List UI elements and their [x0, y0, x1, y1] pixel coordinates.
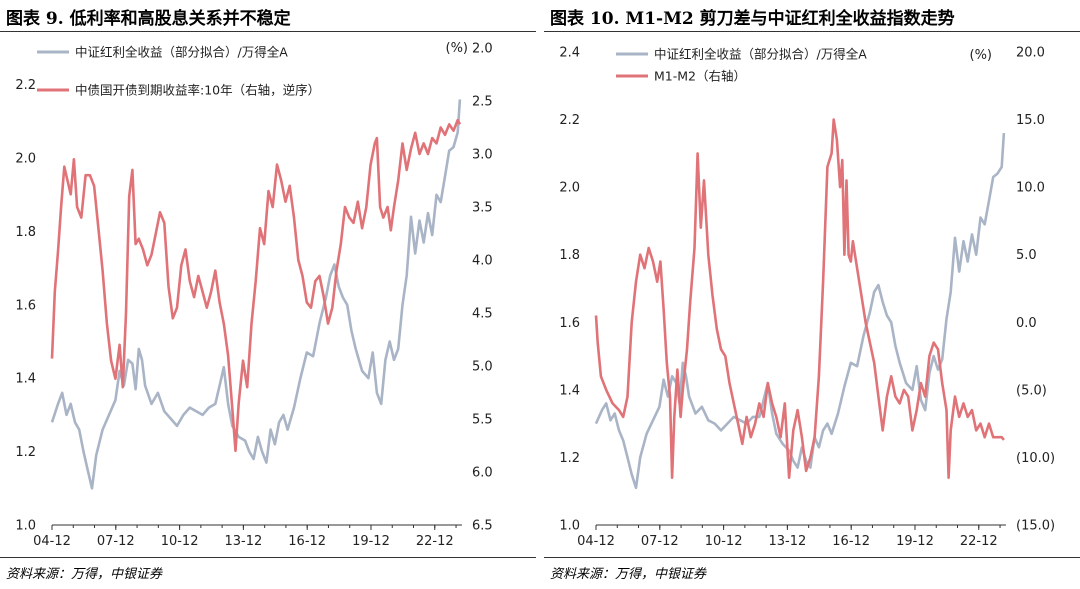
right-y-tick-label: 3.0: [472, 148, 493, 163]
figure-10-title: 图表 10. M1-M2 剪刀差与中证红利全收益指数走势: [550, 9, 955, 29]
figure-9-top-rule: [0, 31, 536, 32]
series-line-right: [594, 118, 1005, 479]
left-y-tick-label: 2.4: [559, 46, 580, 61]
series-line-left: [594, 133, 1006, 490]
figure-9-title: 图表 9. 低利率和高股息关系并不稳定: [6, 9, 291, 29]
x-tick-label: 22-12: [960, 534, 998, 549]
left-y-tick-label: 2.2: [559, 113, 580, 128]
figure-10-top-rule: [544, 31, 1080, 32]
x-tick-label: 16-12: [288, 534, 326, 549]
figure-10-source: 资料来源：万得，中银证券: [550, 567, 707, 582]
left-y-tick-label: 1.4: [15, 372, 36, 387]
legend-label: M1-M2（右轴）: [654, 69, 746, 84]
right-y-tick-label: 20.0: [1016, 46, 1045, 61]
right-y-tick-label: 4.0: [472, 254, 493, 269]
x-tick-label: 10-12: [161, 534, 199, 549]
x-tick-label: 22-12: [416, 534, 454, 549]
x-tick-label: 07-12: [641, 534, 679, 549]
right-y-tick-label: 5.5: [472, 413, 493, 428]
x-tick-label: 04-12: [577, 534, 615, 549]
x-tick-label: 16-12: [832, 534, 870, 549]
figure-9-panel: 图表 9. 低利率和高股息关系并不稳定 04-12 07-12 10-12 13-12…: [0, 0, 536, 589]
x-tick-label: 19-12: [352, 534, 390, 549]
figure-9-chart: 04-12 07-12 10-12 13-12 16-12 19-12 22-12 1.0 1.…: [15, 41, 493, 549]
unit-label: (%): [970, 48, 993, 63]
right-y-tick-label: (10.0): [1016, 451, 1055, 466]
right-y-tick-label: (5.0): [1016, 383, 1047, 398]
left-y-tick-label: 1.8: [559, 248, 580, 263]
right-y-tick-label: 0.0: [1016, 316, 1037, 331]
left-y-tick-label: 1.2: [15, 445, 36, 460]
right-y-tick-label: (15.0): [1016, 519, 1055, 534]
left-y-tick-label: 2.0: [15, 152, 36, 167]
legend-label: 中证红利全收益（部分拟合）/万得全A: [654, 47, 867, 62]
x-tick-label: 04-12: [33, 534, 71, 549]
x-tick-label: 07-12: [97, 534, 135, 549]
left-y-tick-label: 2.0: [559, 181, 580, 196]
left-y-tick-label: 1.0: [15, 519, 36, 534]
left-y-tick-label: 1.0: [559, 519, 580, 534]
left-y-tick-label: 1.6: [15, 298, 36, 313]
right-y-tick-label: 6.0: [472, 466, 493, 481]
x-tick-label: 13-12: [224, 534, 262, 549]
figure-9-bottom-rule: [0, 557, 536, 558]
figure-9-source: 资料来源：万得，中银证券: [6, 567, 163, 582]
left-y-tick-label: 2.2: [15, 78, 36, 93]
right-y-tick-label: 4.5: [472, 307, 493, 322]
series-line-right: [50, 118, 462, 453]
legend-label: 中证红利全收益（部分拟合）/万得全A: [75, 45, 288, 60]
left-y-tick-label: 1.4: [559, 383, 580, 398]
legend-label: 中债国开债到期收益率:10年（右轴，逆序）: [75, 83, 320, 98]
right-y-tick-label: 5.0: [1016, 248, 1037, 263]
figure-10-bottom-rule: [544, 557, 1080, 558]
series-line-left: [50, 99, 462, 490]
figure-10-chart: 04-12 07-12 10-12 13-12 16-12 19-12 22-12 1.0 1.…: [559, 46, 1055, 550]
right-y-tick-label: 2.5: [472, 95, 493, 110]
right-y-tick-label: 3.5: [472, 201, 493, 216]
left-y-tick-label: 1.2: [559, 451, 580, 466]
right-y-tick-label: 15.0: [1016, 113, 1045, 128]
right-y-tick-label: 6.5: [472, 519, 493, 534]
x-tick-label: 13-12: [768, 534, 806, 549]
figure-10-panel: 图表 10. M1-M2 剪刀差与中证红利全收益指数走势 04-12 07-12 1…: [544, 0, 1080, 589]
right-y-tick-label: 2.0: [472, 42, 493, 57]
x-tick-label: 10-12: [705, 534, 743, 549]
x-tick-label: 19-12: [896, 534, 934, 549]
right-y-tick-label: 5.0: [472, 360, 493, 375]
unit-label: (%): [446, 41, 469, 56]
left-y-tick-label: 1.8: [15, 225, 36, 240]
right-y-tick-label: 10.0: [1016, 181, 1045, 196]
left-y-tick-label: 1.6: [559, 316, 580, 331]
